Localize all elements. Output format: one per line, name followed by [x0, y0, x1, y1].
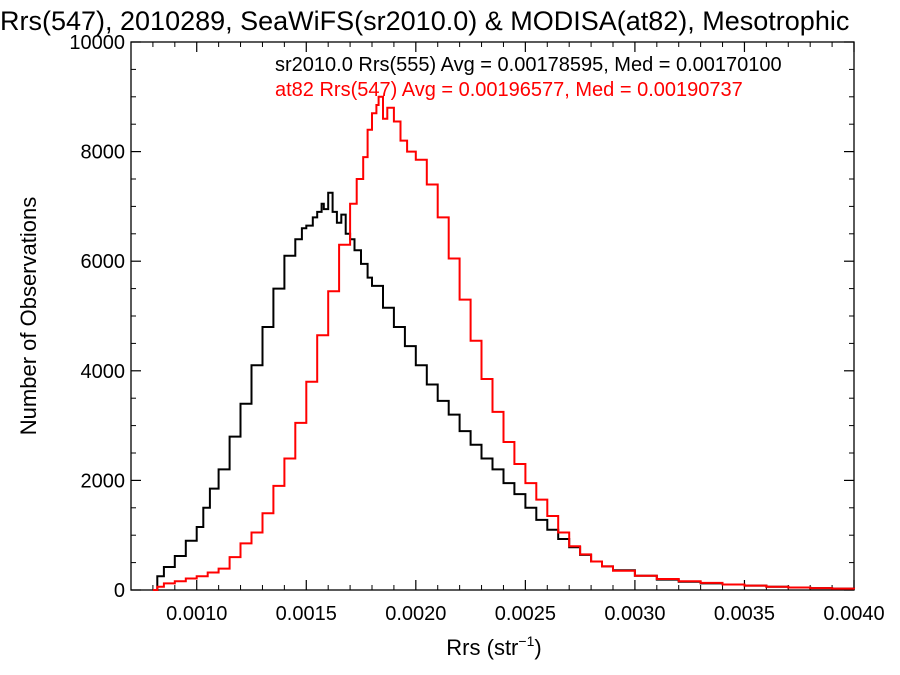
legend-entry-red: at82 Rrs(547) Avg = 0.00196577, Med = 0.… — [275, 79, 743, 101]
plot-frame — [130, 41, 855, 591]
y-axis: 0 2000 4000 6000 8000 10000 — [69, 32, 854, 602]
y-tick-label: 6000 — [81, 251, 126, 273]
y-tick-label: 10000 — [69, 32, 125, 54]
x-axis-label: Rrs (str−1) — [446, 633, 541, 660]
series-line-red — [152, 95, 855, 591]
x-tick-label: 0.0015 — [276, 603, 337, 625]
y-tick-label: 8000 — [81, 142, 126, 164]
x-tick-label: 0.0030 — [604, 603, 665, 625]
chart-title: Rrs(547), 2010289, SeaWiFS(sr2010.0) & M… — [0, 6, 849, 36]
x-tick-label: 0.0020 — [385, 603, 446, 625]
x-axis: 0.0010 0.0015 0.0020 0.0025 0.0030 0.0035 0.00… — [152, 42, 885, 625]
x-tick-label: 0.0010 — [166, 603, 227, 625]
y-tick-label: 4000 — [81, 361, 126, 383]
y-tick-label: 0 — [114, 580, 125, 602]
x-axis-label-superscript: −1 — [518, 633, 534, 649]
x-tick-label: 0.0040 — [823, 603, 884, 625]
legend-entry-black: sr2010.0 Rrs(555) Avg = 0.00178595, Med … — [275, 54, 782, 76]
y-tick-label: 2000 — [81, 470, 126, 492]
x-axis-label-close: ) — [534, 635, 541, 660]
series-layer — [152, 95, 855, 591]
y-axis-label: Number of Observations — [16, 197, 41, 435]
x-tick-label: 0.0025 — [495, 603, 556, 625]
x-tick-label: 0.0035 — [714, 603, 775, 625]
x-axis-label-main: Rrs (str — [446, 635, 518, 660]
series-line-black — [152, 191, 855, 591]
